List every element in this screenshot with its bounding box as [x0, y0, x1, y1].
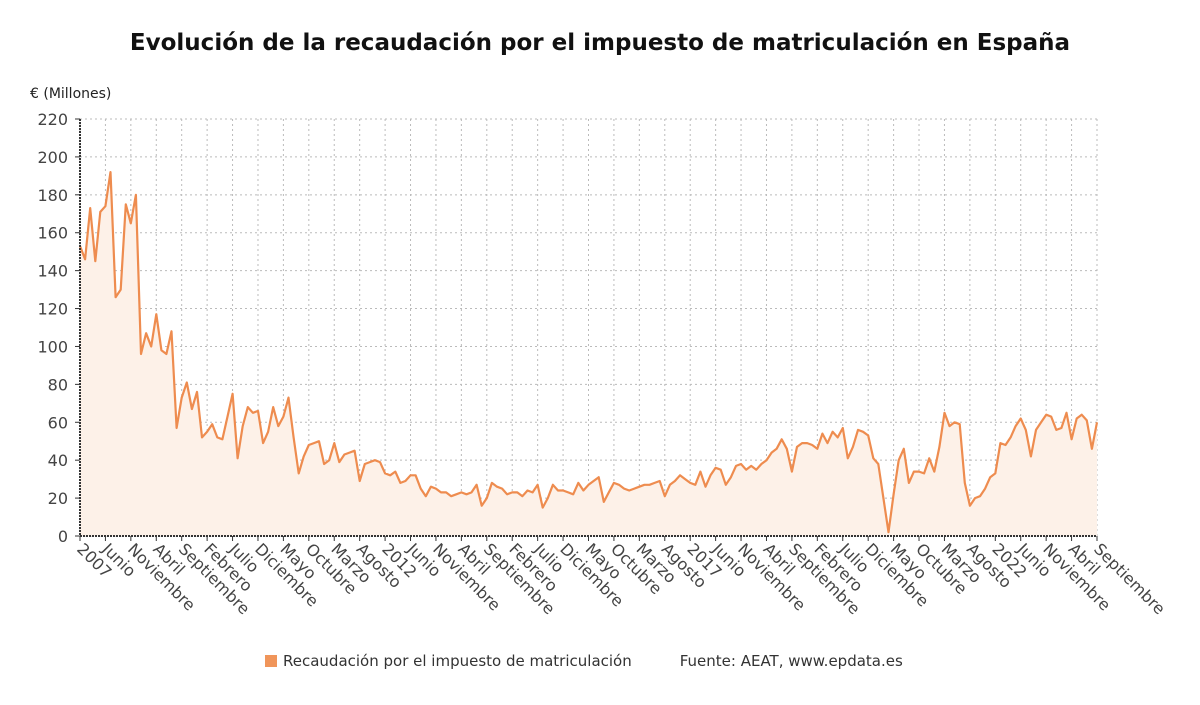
chart-title: Evolución de la recaudación por el impue…	[129, 30, 1071, 56]
y-tick-label: 100	[37, 337, 68, 356]
y-tick-label: 40	[48, 451, 68, 470]
y-tick-label: 180	[37, 186, 68, 205]
y-tick-label: 20	[48, 489, 68, 508]
source-text: Fuente: AEAT, www.epdata.es	[679, 652, 903, 670]
y-tick-label: 220	[37, 110, 68, 129]
y-tick-label: 200	[37, 148, 68, 167]
legend: Recaudación por el impuesto de matricula…	[265, 652, 903, 670]
legend-swatch	[265, 655, 277, 667]
y-tick-label: 60	[48, 413, 68, 432]
y-tick-label: 140	[37, 262, 68, 281]
y-axis-label: € (Millones)	[30, 86, 112, 102]
y-tick-label: 160	[37, 224, 68, 243]
y-tick-label: 120	[37, 300, 68, 319]
legend-label: Recaudación por el impuesto de matricula…	[283, 652, 632, 670]
y-tick-label: 80	[48, 375, 68, 394]
series-line	[78, 171, 1099, 534]
y-tick-label: 0	[58, 527, 68, 546]
